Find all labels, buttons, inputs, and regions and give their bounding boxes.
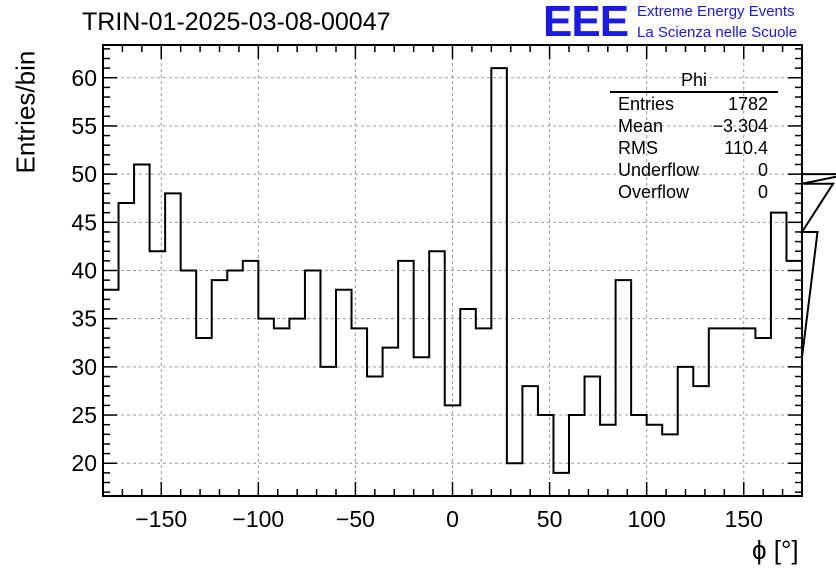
histogram-bin bbox=[553, 473, 569, 496]
histogram-bin bbox=[693, 386, 709, 496]
histogram-bin bbox=[585, 377, 601, 496]
histogram-bin bbox=[460, 309, 476, 496]
histogram-bin bbox=[616, 280, 632, 496]
stats-value: −3.304 bbox=[712, 116, 768, 136]
stats-key: Underflow bbox=[618, 160, 700, 180]
histogram-bin bbox=[196, 338, 212, 496]
stats-key: Entries bbox=[618, 94, 675, 114]
histogram-bin bbox=[662, 434, 678, 496]
histogram-bin bbox=[119, 203, 135, 496]
histogram-bin bbox=[569, 415, 585, 496]
histogram-bin bbox=[243, 261, 259, 496]
y-tick-label: 40 bbox=[71, 258, 97, 284]
histogram-bin bbox=[320, 367, 336, 496]
stats-value: 110.4 bbox=[724, 138, 768, 158]
histogram-bin bbox=[724, 328, 740, 496]
histogram-bin bbox=[181, 271, 197, 497]
histogram-bin bbox=[165, 193, 181, 496]
stats-value: 0 bbox=[757, 182, 768, 202]
chart-title: TRIN-01-2025-03-08-00047 bbox=[82, 8, 391, 36]
histogram-bin bbox=[647, 425, 663, 496]
x-tick-label: −150 bbox=[135, 506, 187, 532]
histogram-bin bbox=[305, 271, 321, 497]
eee-logo: EEE bbox=[543, 0, 629, 46]
stats-key: Mean bbox=[618, 116, 664, 136]
histogram-line bbox=[103, 67, 836, 474]
histogram-bin bbox=[631, 415, 647, 496]
histogram-bin bbox=[491, 68, 507, 496]
brand-line-1: Extreme Energy Events bbox=[637, 3, 795, 20]
histogram-bin bbox=[476, 328, 492, 496]
x-tick-label: 100 bbox=[627, 506, 665, 532]
x-tick-label: 50 bbox=[537, 506, 563, 532]
histogram-bin bbox=[134, 164, 150, 496]
stats-box: Phi Entries 1782 Mean −3.304 RMS 110.4 U… bbox=[610, 70, 778, 203]
histogram-bin bbox=[771, 213, 787, 496]
x-axis-label: ϕ [°] bbox=[752, 535, 799, 565]
x-tick-label: 150 bbox=[725, 506, 763, 532]
y-tick-label: 30 bbox=[71, 354, 97, 380]
y-axis-label: Entries/bin bbox=[10, 50, 41, 174]
histogram-bin bbox=[383, 348, 399, 496]
brand-line-2: La Scienza nelle Scuole bbox=[637, 24, 798, 41]
histogram-bin bbox=[507, 463, 523, 496]
histogram-bin bbox=[755, 338, 771, 496]
stats-title: Phi bbox=[610, 70, 778, 93]
histogram-bin bbox=[336, 290, 352, 496]
histogram-bin bbox=[398, 261, 414, 496]
y-tick-label: 20 bbox=[71, 450, 97, 476]
histogram-bin bbox=[678, 367, 694, 496]
histogram-bin bbox=[352, 328, 368, 496]
histogram-bin bbox=[103, 290, 119, 496]
histogram-bin bbox=[786, 261, 802, 496]
x-tick-label: −100 bbox=[232, 506, 284, 532]
stats-row-entries: Entries 1782 bbox=[610, 93, 778, 115]
histogram-bin bbox=[600, 425, 616, 496]
y-tick-label: 50 bbox=[71, 161, 97, 187]
histogram-bin bbox=[538, 415, 554, 496]
y-tick-label: 45 bbox=[71, 209, 97, 235]
x-tick-label: 0 bbox=[446, 506, 459, 532]
histogram-bin bbox=[429, 251, 445, 496]
histogram-bin bbox=[227, 271, 243, 497]
stats-value: 0 bbox=[757, 160, 768, 180]
stats-row-rms: RMS 110.4 bbox=[610, 137, 778, 159]
histogram-bin bbox=[150, 251, 166, 496]
histogram-bin bbox=[414, 357, 430, 496]
histogram-bin bbox=[289, 319, 305, 496]
stats-value: 1782 bbox=[727, 94, 768, 114]
x-tick-label: −50 bbox=[336, 506, 375, 532]
stats-key: RMS bbox=[618, 138, 658, 158]
y-tick-label: 25 bbox=[71, 402, 97, 428]
histogram-bin bbox=[258, 319, 274, 496]
y-tick-label: 35 bbox=[71, 306, 97, 332]
histogram-bin bbox=[709, 328, 725, 496]
histogram-bin bbox=[740, 328, 756, 496]
y-tick-label: 60 bbox=[71, 65, 97, 91]
stats-key: Overflow bbox=[618, 182, 690, 202]
y-tick-label: 55 bbox=[71, 113, 97, 139]
histogram-bin bbox=[367, 377, 383, 496]
histogram-bin bbox=[274, 328, 290, 496]
histogram-bin bbox=[522, 386, 538, 496]
stats-row-overflow: Overflow 0 bbox=[610, 181, 778, 203]
stats-row-mean: Mean −3.304 bbox=[610, 115, 778, 137]
stats-row-underflow: Underflow 0 bbox=[610, 159, 778, 181]
